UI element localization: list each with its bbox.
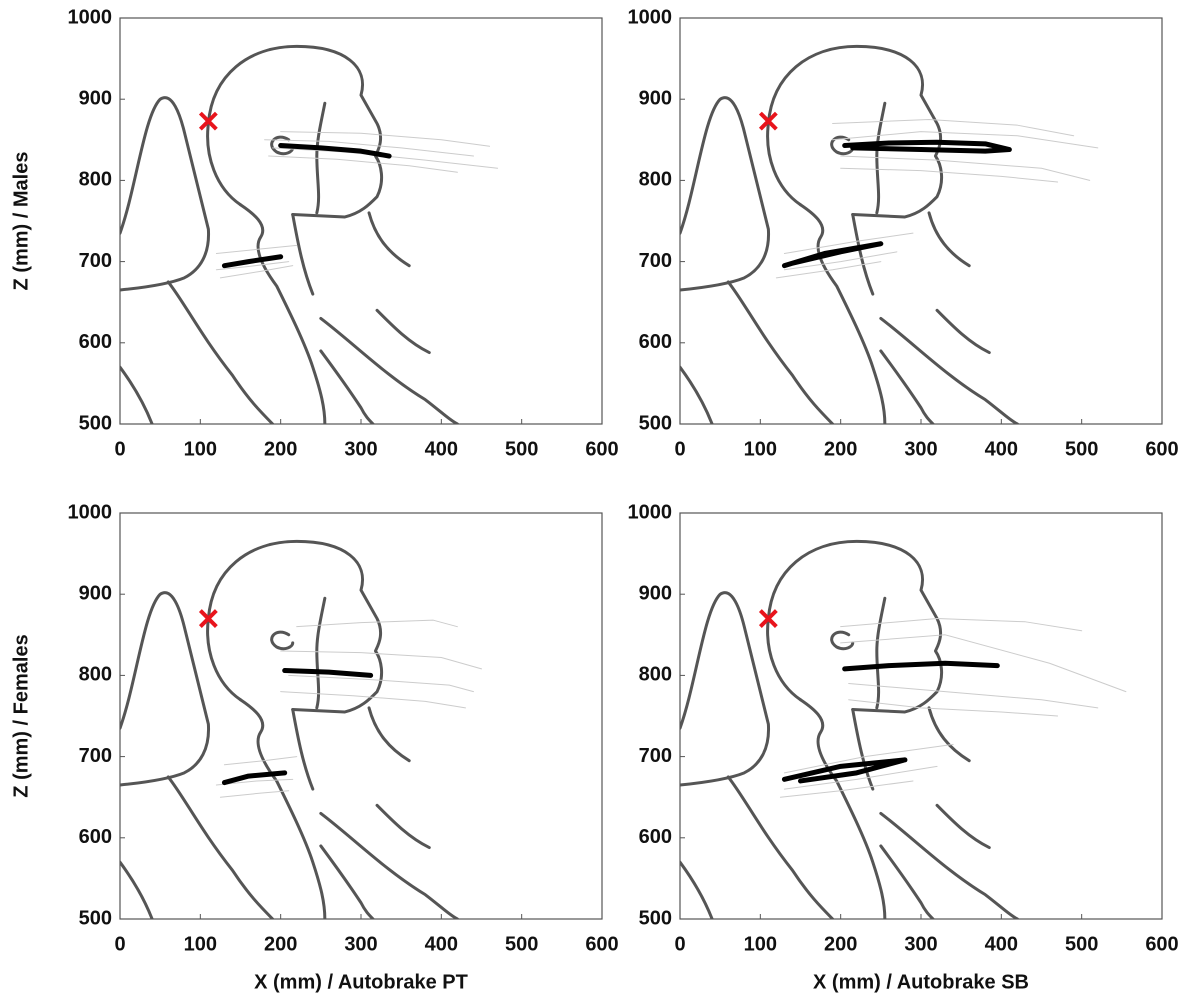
y-tick-label: 800 — [79, 664, 112, 686]
y-tick-label: 500 — [79, 412, 112, 434]
y-tick-label: 900 — [639, 582, 672, 604]
x-tick-label: 300 — [344, 438, 377, 460]
x-tick-label: 0 — [114, 933, 125, 955]
x-tick-label: 200 — [824, 933, 857, 955]
y-tick-label: 500 — [639, 907, 672, 929]
y-tick-label: 500 — [639, 412, 672, 434]
x-tick-label: 600 — [585, 933, 618, 955]
x-tick-label: 0 — [674, 933, 685, 955]
y-tick-label: 600 — [79, 826, 112, 848]
x-axis-label: X (mm) / Autobrake PT — [254, 971, 468, 993]
x-tick-label: 500 — [1065, 933, 1098, 955]
panel: 500 600 700 800 900 1000 0 100 200 300 400 500 600 X … — [628, 501, 1179, 993]
page: {"chart_data": [ {"type": "line", "ylabe… — [0, 0, 1196, 997]
panel: 500 600 700 800 900 1000 0 100 200 300 400 500 600 Z … — [10, 501, 618, 993]
x-tick-label: 600 — [1145, 438, 1178, 460]
y-axis-label: Z (mm) / Males — [10, 152, 32, 291]
panel: 500 600 700 800 900 1000 0 100 200 300 400 500 600 Z … — [10, 6, 618, 460]
y-tick-label: 700 — [639, 250, 672, 272]
y-tick-label: 600 — [639, 331, 672, 353]
y-tick-label: 1000 — [628, 6, 673, 28]
x-tick-label: 500 — [505, 933, 538, 955]
x-tick-label: 600 — [585, 438, 618, 460]
y-tick-label: 900 — [79, 582, 112, 604]
x-tick-label: 300 — [904, 933, 937, 955]
x-tick-label: 200 — [824, 438, 857, 460]
x-tick-label: 100 — [744, 933, 777, 955]
x-tick-label: 0 — [114, 438, 125, 460]
x-tick-label: 100 — [184, 933, 217, 955]
panel: 500 600 700 800 900 1000 0 100 200 300 400 500 600 — [628, 6, 1179, 460]
x-tick-label: 200 — [264, 933, 297, 955]
y-tick-label: 800 — [639, 664, 672, 686]
y-tick-label: 1000 — [68, 6, 113, 28]
y-tick-label: 800 — [79, 169, 112, 191]
y-tick-label: 500 — [79, 907, 112, 929]
y-tick-label: 900 — [639, 87, 672, 109]
x-tick-label: 600 — [1145, 933, 1178, 955]
y-tick-label: 700 — [79, 250, 112, 272]
figure: 50060070080090010000100200300400500600Z … — [0, 0, 1196, 997]
y-tick-label: 900 — [79, 87, 112, 109]
y-axis-label: Z (mm) / Females — [10, 634, 32, 797]
x-tick-label: 0 — [674, 438, 685, 460]
x-tick-label: 200 — [264, 438, 297, 460]
y-tick-label: 1000 — [628, 501, 673, 523]
x-tick-label: 100 — [744, 438, 777, 460]
x-tick-label: 400 — [985, 438, 1018, 460]
y-tick-label: 1000 — [68, 501, 113, 523]
y-tick-label: 600 — [79, 331, 112, 353]
x-tick-label: 500 — [1065, 438, 1098, 460]
x-tick-label: 400 — [985, 933, 1018, 955]
x-tick-label: 300 — [344, 933, 377, 955]
x-tick-label: 100 — [184, 438, 217, 460]
x-tick-label: 400 — [425, 933, 458, 955]
y-tick-label: 700 — [639, 745, 672, 767]
x-tick-label: 500 — [505, 438, 538, 460]
y-tick-label: 700 — [79, 745, 112, 767]
x-axis-label: X (mm) / Autobrake SB — [813, 971, 1029, 993]
y-tick-label: 800 — [639, 169, 672, 191]
y-tick-label: 600 — [639, 826, 672, 848]
x-tick-label: 300 — [904, 438, 937, 460]
x-tick-label: 400 — [425, 438, 458, 460]
